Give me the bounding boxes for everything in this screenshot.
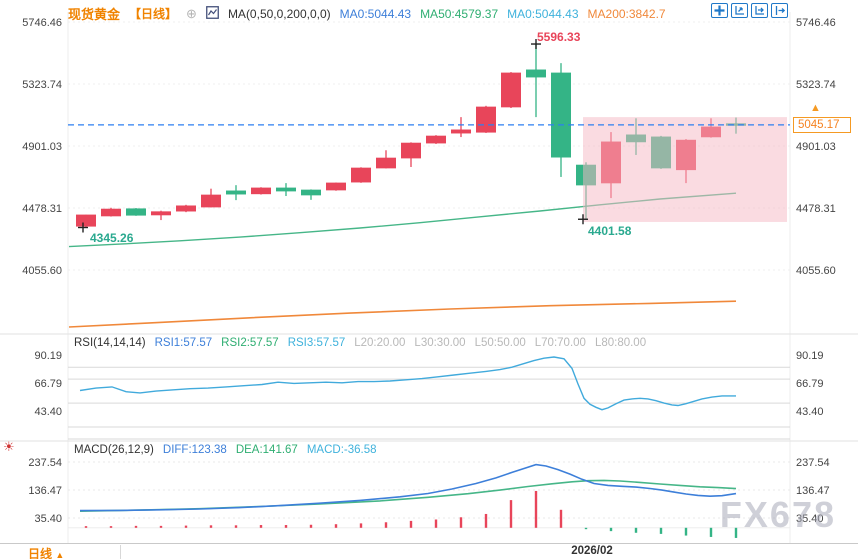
svg-text:5746.46: 5746.46 — [796, 17, 836, 29]
chart-toolbar — [711, 3, 788, 18]
rsi-title[interactable]: RSI(14,14,14) — [74, 337, 146, 349]
svg-text:43.40: 43.40 — [796, 406, 824, 418]
rsi-level-70: L70:70.00 — [534, 337, 586, 349]
svg-text:90.19: 90.19 — [34, 350, 62, 362]
rsi-level-20: L20:20.00 — [354, 337, 406, 349]
svg-text:237.54: 237.54 — [796, 457, 830, 469]
pan-right-icon[interactable] — [771, 3, 788, 18]
svg-text:4901.03: 4901.03 — [22, 141, 62, 153]
svg-text:43.40: 43.40 — [34, 406, 62, 418]
low-price-annotation-left: 4345.26 — [90, 231, 134, 245]
highlight-zone — [583, 117, 787, 222]
sun-icon[interactable]: ☀ — [3, 439, 15, 454]
svg-text:35.40: 35.40 — [796, 513, 824, 525]
low-price-annotation-pullback: 4401.58 — [588, 224, 632, 238]
watermark: FX678 — [719, 494, 836, 535]
high-price-annotation: 5596.33 — [537, 30, 581, 44]
rsi-level-80: L80:80.00 — [594, 337, 647, 349]
ma200-line — [68, 300, 737, 328]
symbol-name: 现货黄金 — [68, 7, 121, 22]
rsi3-value: RSI3:57.57 — [287, 337, 346, 349]
svg-text:237.54: 237.54 — [28, 457, 62, 469]
svg-text:66.79: 66.79 — [796, 378, 824, 390]
rsi-panel-header: RSI(14,14,14) RSI1:57.57 RSI2:57.57 RSI3… — [74, 337, 646, 349]
indicator-chart-icon[interactable] — [206, 5, 219, 22]
macd-diff-line — [79, 463, 737, 512]
svg-text:4478.31: 4478.31 — [22, 203, 62, 215]
svg-text:4055.60: 4055.60 — [22, 265, 62, 277]
rsi-level-30: L30:30.00 — [414, 337, 466, 349]
macd-histogram — [84, 490, 738, 538]
macd-title[interactable]: MACD(26,12,9) — [74, 444, 154, 456]
rsi-level-50: L50:50.00 — [474, 337, 526, 349]
bottom-bar-divider — [120, 545, 121, 559]
ma0b-value: MA0:5044.43 — [507, 6, 579, 21]
svg-text:4055.60: 4055.60 — [796, 265, 836, 277]
svg-text:136.47: 136.47 — [796, 485, 830, 497]
svg-text:90.19: 90.19 — [796, 350, 824, 362]
svg-text:5746.46: 5746.46 — [22, 17, 62, 29]
current-price-label: 5045.17 — [793, 117, 851, 133]
rsi2-value: RSI2:57.57 — [221, 337, 279, 349]
macd-value: MACD:-36.58 — [306, 444, 377, 456]
rsi-line — [79, 356, 736, 411]
svg-text:5323.74: 5323.74 — [796, 79, 836, 91]
ma50-value: MA50:4579.37 — [420, 6, 499, 21]
svg-text:4901.03: 4901.03 — [796, 141, 836, 153]
macd-panel-header: MACD(26,12,9) DIFF:123.38 DEA:141.67 MAC… — [74, 444, 377, 456]
macd-diff-value: DIFF:123.38 — [162, 444, 227, 456]
bottom-bar: 日线 ▲ 2026/02 — [0, 543, 858, 559]
main-chart-header: 现货黄金 【日线】 ⊕ MA(0,50,0,200,0,0) MA0:5044.… — [68, 4, 666, 23]
x-axis-date-label: 2026/02 — [571, 545, 613, 557]
svg-text:4478.31: 4478.31 — [796, 203, 836, 215]
axis-scale-icon[interactable] — [751, 3, 768, 18]
period-tag: 【日线】 — [129, 7, 178, 21]
ma200-value: MA200:3842.7 — [587, 6, 666, 21]
svg-text:35.40: 35.40 — [34, 513, 62, 525]
period-label: 日线 — [28, 547, 53, 559]
svg-text:66.79: 66.79 — [34, 378, 62, 390]
svg-text:5323.74: 5323.74 — [22, 79, 62, 91]
svg-text:136.47: 136.47 — [28, 485, 62, 497]
ma-settings[interactable]: MA(0,50,0,200,0,0) — [227, 6, 331, 21]
rsi1-value: RSI1:57.57 — [154, 337, 213, 349]
period-selector[interactable]: 日线 ▲ — [28, 545, 64, 559]
price-arrow-icon: ▲ — [810, 102, 821, 114]
macd-dea-value: DEA:141.67 — [235, 444, 298, 456]
link-icon[interactable]: ⊕ — [186, 5, 197, 21]
chevron-up-icon: ▲ — [55, 550, 65, 559]
ma0-value: MA0:5044.43 — [339, 6, 412, 21]
axis-fit-icon[interactable] — [731, 3, 748, 18]
pan-crosshair-icon[interactable] — [711, 3, 728, 18]
